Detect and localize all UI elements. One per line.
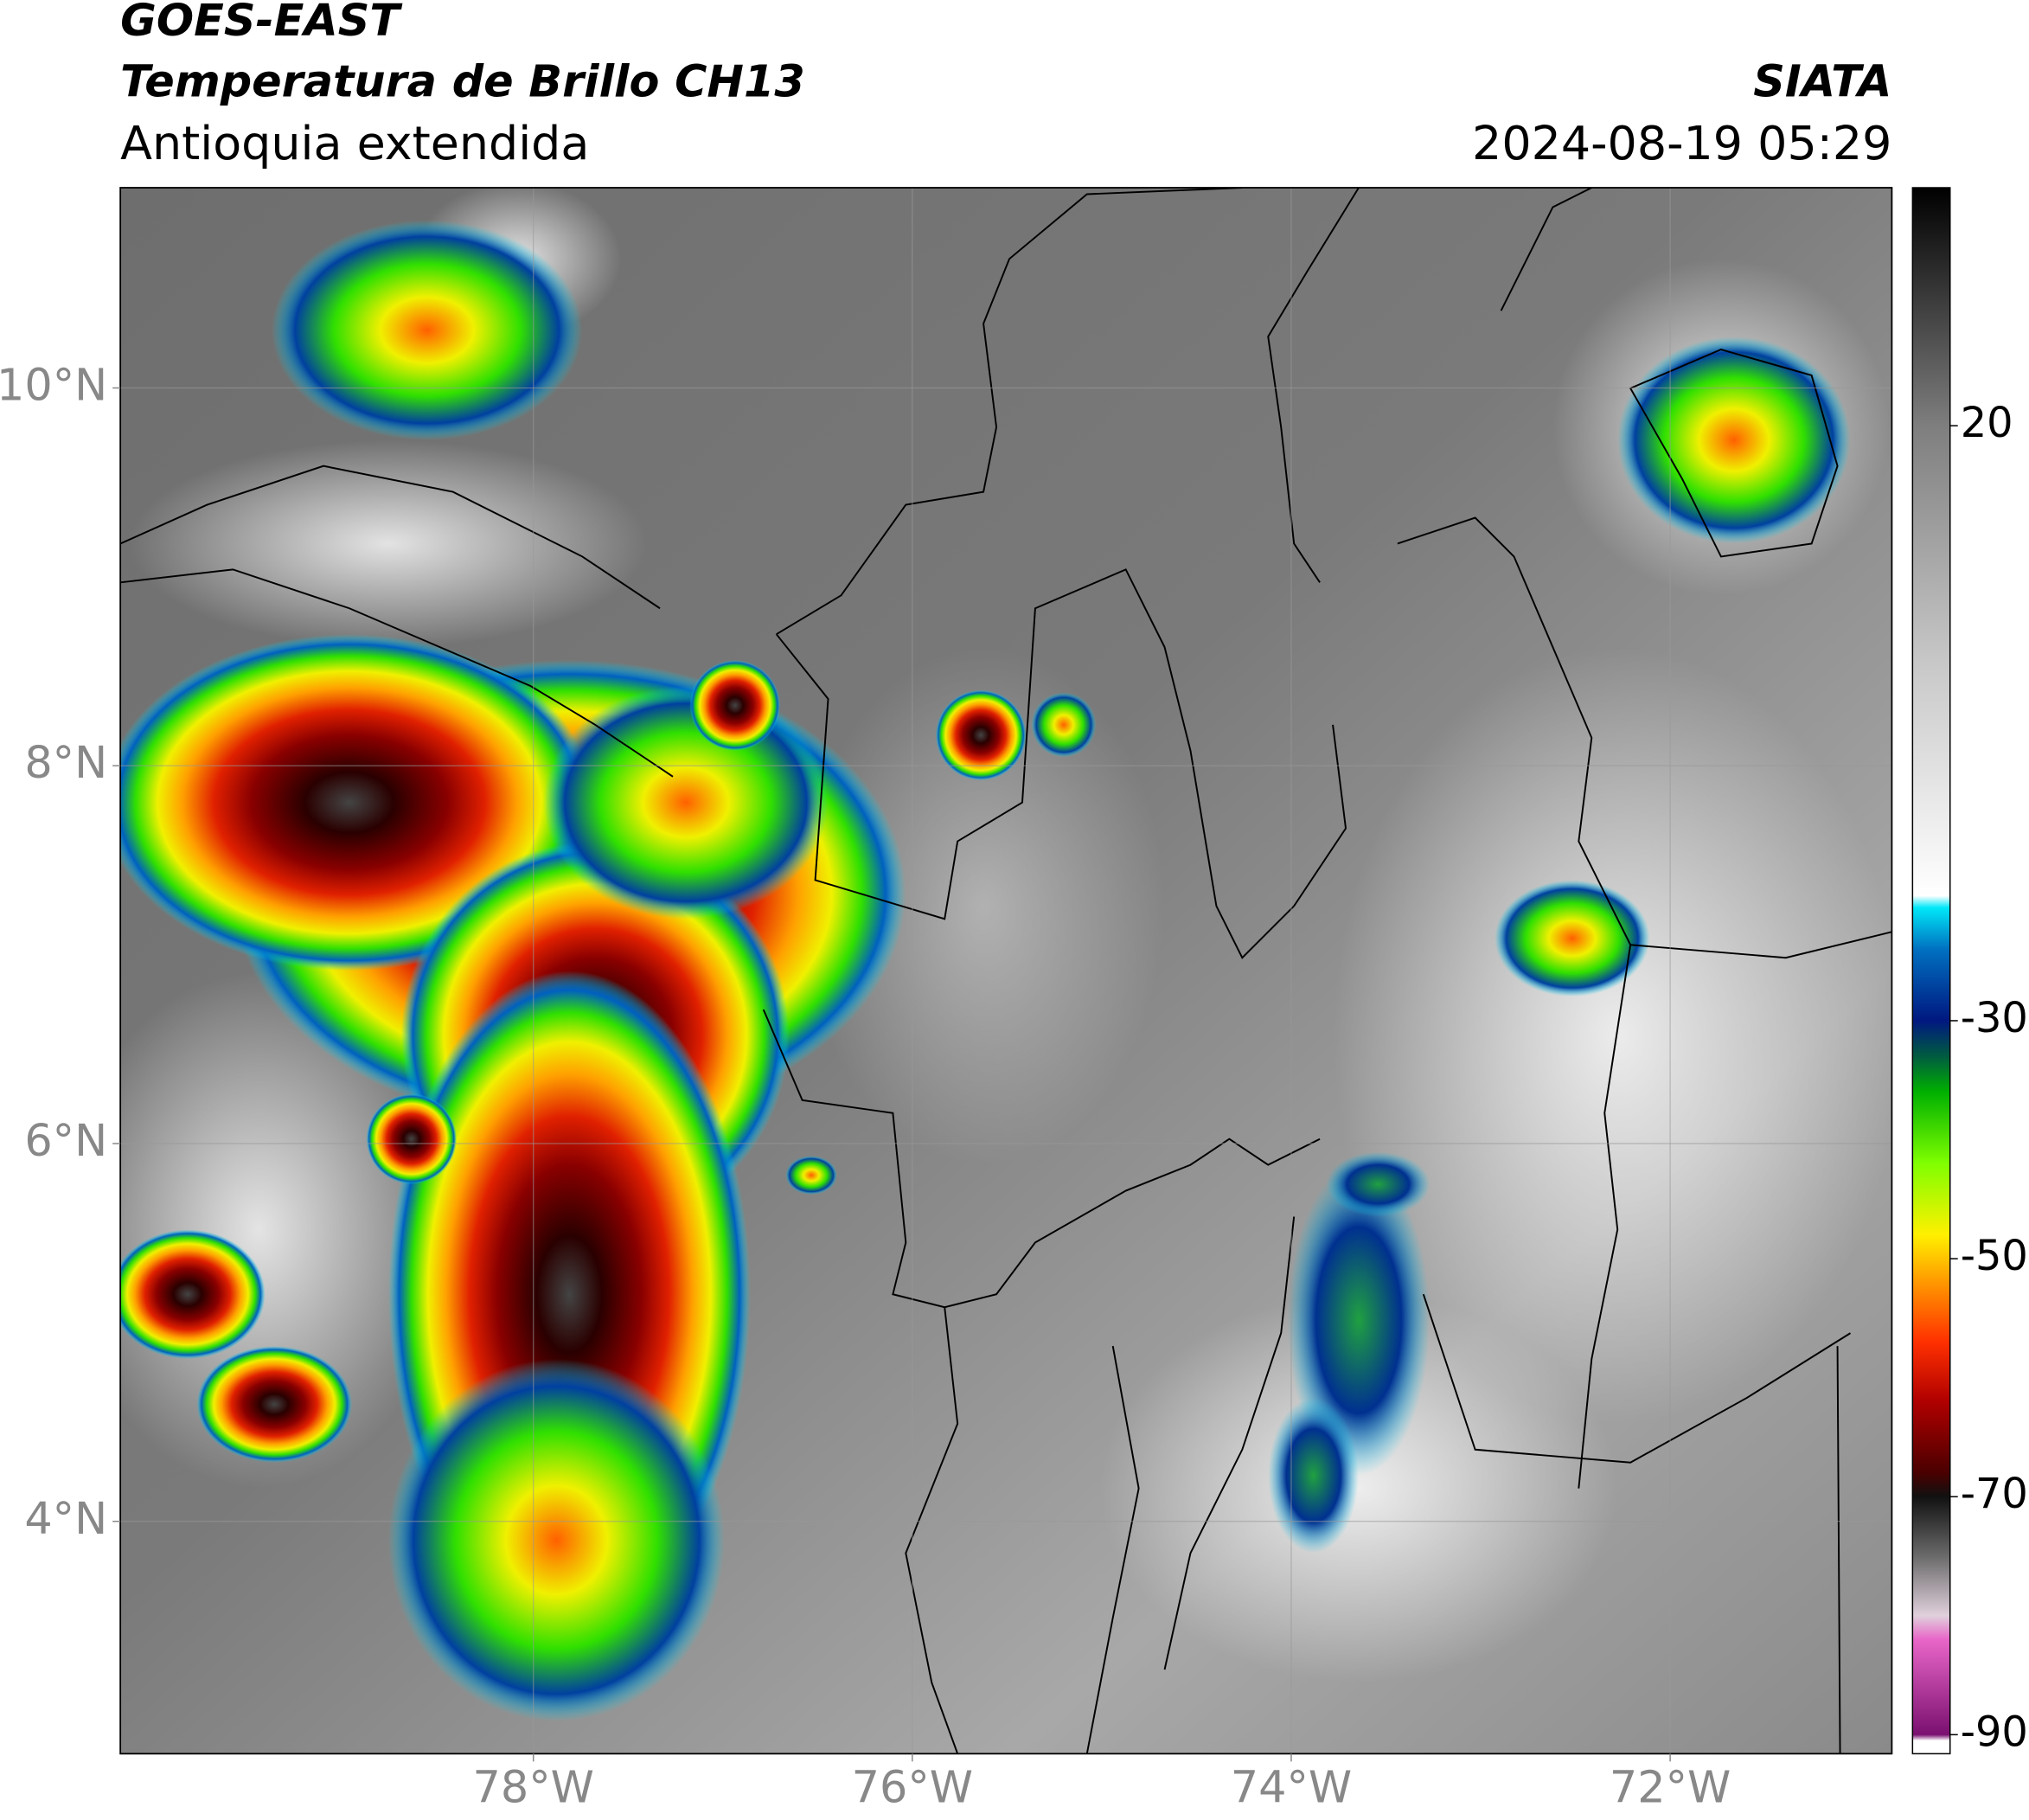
y-tick-label: 10°N bbox=[0, 359, 107, 410]
colorbar bbox=[1911, 187, 1951, 1755]
y-tick-label: 8°N bbox=[24, 737, 107, 788]
borders bbox=[120, 188, 1892, 1754]
map-area bbox=[120, 188, 1892, 1754]
subtitle: Antioquia extendida bbox=[120, 116, 589, 170]
grid bbox=[120, 188, 1892, 1754]
storms bbox=[120, 220, 1851, 1721]
x-tick-label: 78°W bbox=[472, 1761, 593, 1812]
y-tick-label: 4°N bbox=[24, 1493, 107, 1544]
title-line: Temperatura de Brillo CH13 bbox=[120, 55, 805, 106]
x-tick-label: 72°W bbox=[1610, 1761, 1731, 1812]
map-frame bbox=[119, 187, 1893, 1755]
x-tick-label: 76°W bbox=[852, 1761, 973, 1812]
x-tick-label: 74°W bbox=[1231, 1761, 1352, 1812]
y-tick-label: 6°N bbox=[24, 1115, 107, 1166]
colorbar-tick-label: -30 bbox=[1961, 995, 2028, 1042]
colorbar-tick-label: 20 bbox=[1961, 400, 2013, 447]
datetime: 2024-08-19 05:29 bbox=[1472, 116, 1891, 170]
colorbar-tick-label: -70 bbox=[1961, 1471, 2028, 1518]
colorbar-tick-label: -90 bbox=[1961, 1708, 2028, 1756]
title-line: GOES-EAST bbox=[120, 0, 403, 46]
agency: SIATA bbox=[1753, 55, 1891, 106]
colorbar-tick-label: -50 bbox=[1961, 1233, 2028, 1280]
